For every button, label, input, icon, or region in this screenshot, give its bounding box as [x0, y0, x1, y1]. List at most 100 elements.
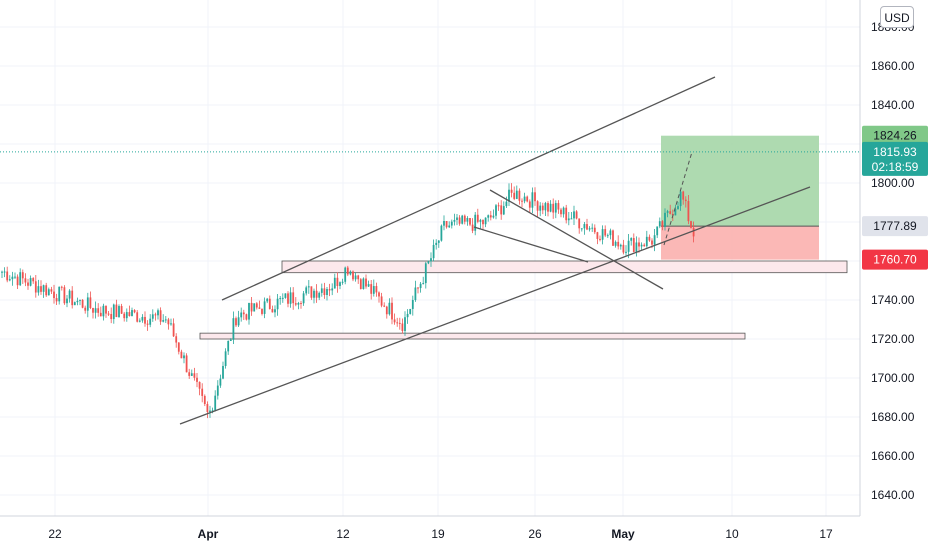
candle-body [8, 279, 11, 281]
candle-body [94, 308, 97, 313]
candle-body [120, 306, 123, 314]
x-tick-label: 22 [48, 527, 62, 541]
currency-button[interactable]: USD [880, 6, 914, 28]
candle-body [640, 244, 643, 247]
candle-body [183, 355, 185, 359]
candle-body [331, 288, 334, 291]
candle-body [294, 303, 297, 305]
candle-body [567, 218, 570, 221]
candle-body [89, 297, 92, 308]
candle-body [318, 292, 321, 298]
candle-body [440, 225, 443, 241]
y-tick-label: 1740.00 [871, 293, 915, 307]
zones [199, 135, 848, 340]
candle-body [164, 319, 167, 321]
candle-body [495, 205, 497, 216]
flag-upper-line [489, 189, 664, 290]
candle-body [40, 286, 42, 292]
candle-body [81, 299, 84, 308]
candle-body [1, 271, 3, 273]
candle-body [599, 238, 601, 240]
candle-body [414, 287, 417, 301]
channel-upper-line [221, 76, 716, 301]
price-badge [862, 249, 928, 270]
candle-body [107, 313, 110, 315]
candle-body [45, 285, 48, 296]
candle-body [489, 215, 492, 218]
candle-body [154, 314, 157, 316]
candle-body [500, 205, 503, 215]
candle-body [666, 211, 669, 213]
candle-body [346, 267, 349, 275]
candle-body [531, 192, 534, 208]
candle-body [16, 276, 19, 286]
candle-body [255, 303, 258, 308]
candle-body [502, 206, 505, 215]
candle-body [110, 313, 113, 320]
candle-body [29, 278, 32, 286]
candle-body [188, 372, 191, 376]
candle-body [684, 199, 687, 202]
price-badge-countdown: 02:18:59 [872, 160, 919, 174]
price-badge-label: 1824.26 [873, 129, 917, 143]
candle-body [50, 289, 53, 292]
x-tick-label: 19 [431, 527, 445, 541]
candle-body [354, 275, 357, 280]
candle-body [583, 224, 586, 229]
y-tick-label: 1700.00 [871, 371, 915, 385]
candle-body [170, 323, 172, 325]
candle-body [552, 203, 555, 213]
candle-body [209, 410, 211, 412]
candle-body [177, 342, 180, 352]
candle-body [58, 286, 61, 302]
candle-body [396, 322, 399, 324]
candle-body [643, 244, 646, 247]
candle-body [404, 317, 406, 331]
candle-body [526, 196, 529, 202]
candle-body [240, 312, 243, 318]
candle-body [627, 240, 630, 252]
candle-body [677, 206, 679, 209]
candle-body [612, 230, 614, 246]
candle-body [653, 235, 656, 245]
candle-body [159, 310, 162, 322]
candle-body [625, 251, 627, 253]
candle-body [222, 365, 224, 379]
candle-body [617, 241, 620, 247]
candle-body [664, 212, 666, 227]
candle-body [422, 283, 425, 285]
candle-body [227, 340, 230, 352]
candle-body [21, 272, 24, 279]
price-badge [862, 141, 928, 176]
candle-body [136, 312, 139, 322]
candle-body [578, 218, 581, 229]
candle-body [445, 220, 448, 228]
candle-body [359, 279, 362, 290]
y-tick-label: 1800.00 [871, 176, 915, 190]
candle-body [401, 323, 404, 331]
candle-body [162, 320, 165, 322]
price-badge-label: 1777.89 [873, 219, 917, 233]
candle-body [333, 277, 336, 289]
candle-body [510, 189, 513, 193]
candle-body [411, 300, 414, 309]
candle-body [242, 312, 245, 315]
candle-body [466, 218, 469, 222]
candle-body [115, 304, 118, 318]
candle-body [541, 205, 544, 211]
candle-body [461, 215, 464, 224]
candle-body [157, 310, 159, 316]
candle-body [424, 263, 427, 284]
candle-body [651, 240, 653, 245]
candle-body [274, 309, 276, 313]
candle-body [232, 318, 235, 340]
candle-body [398, 322, 401, 324]
candle-body [645, 236, 648, 247]
candle-body [68, 290, 71, 299]
candle-body [34, 281, 37, 293]
candle-body [435, 242, 438, 245]
candle-body [635, 242, 638, 252]
candle-body [437, 240, 440, 243]
